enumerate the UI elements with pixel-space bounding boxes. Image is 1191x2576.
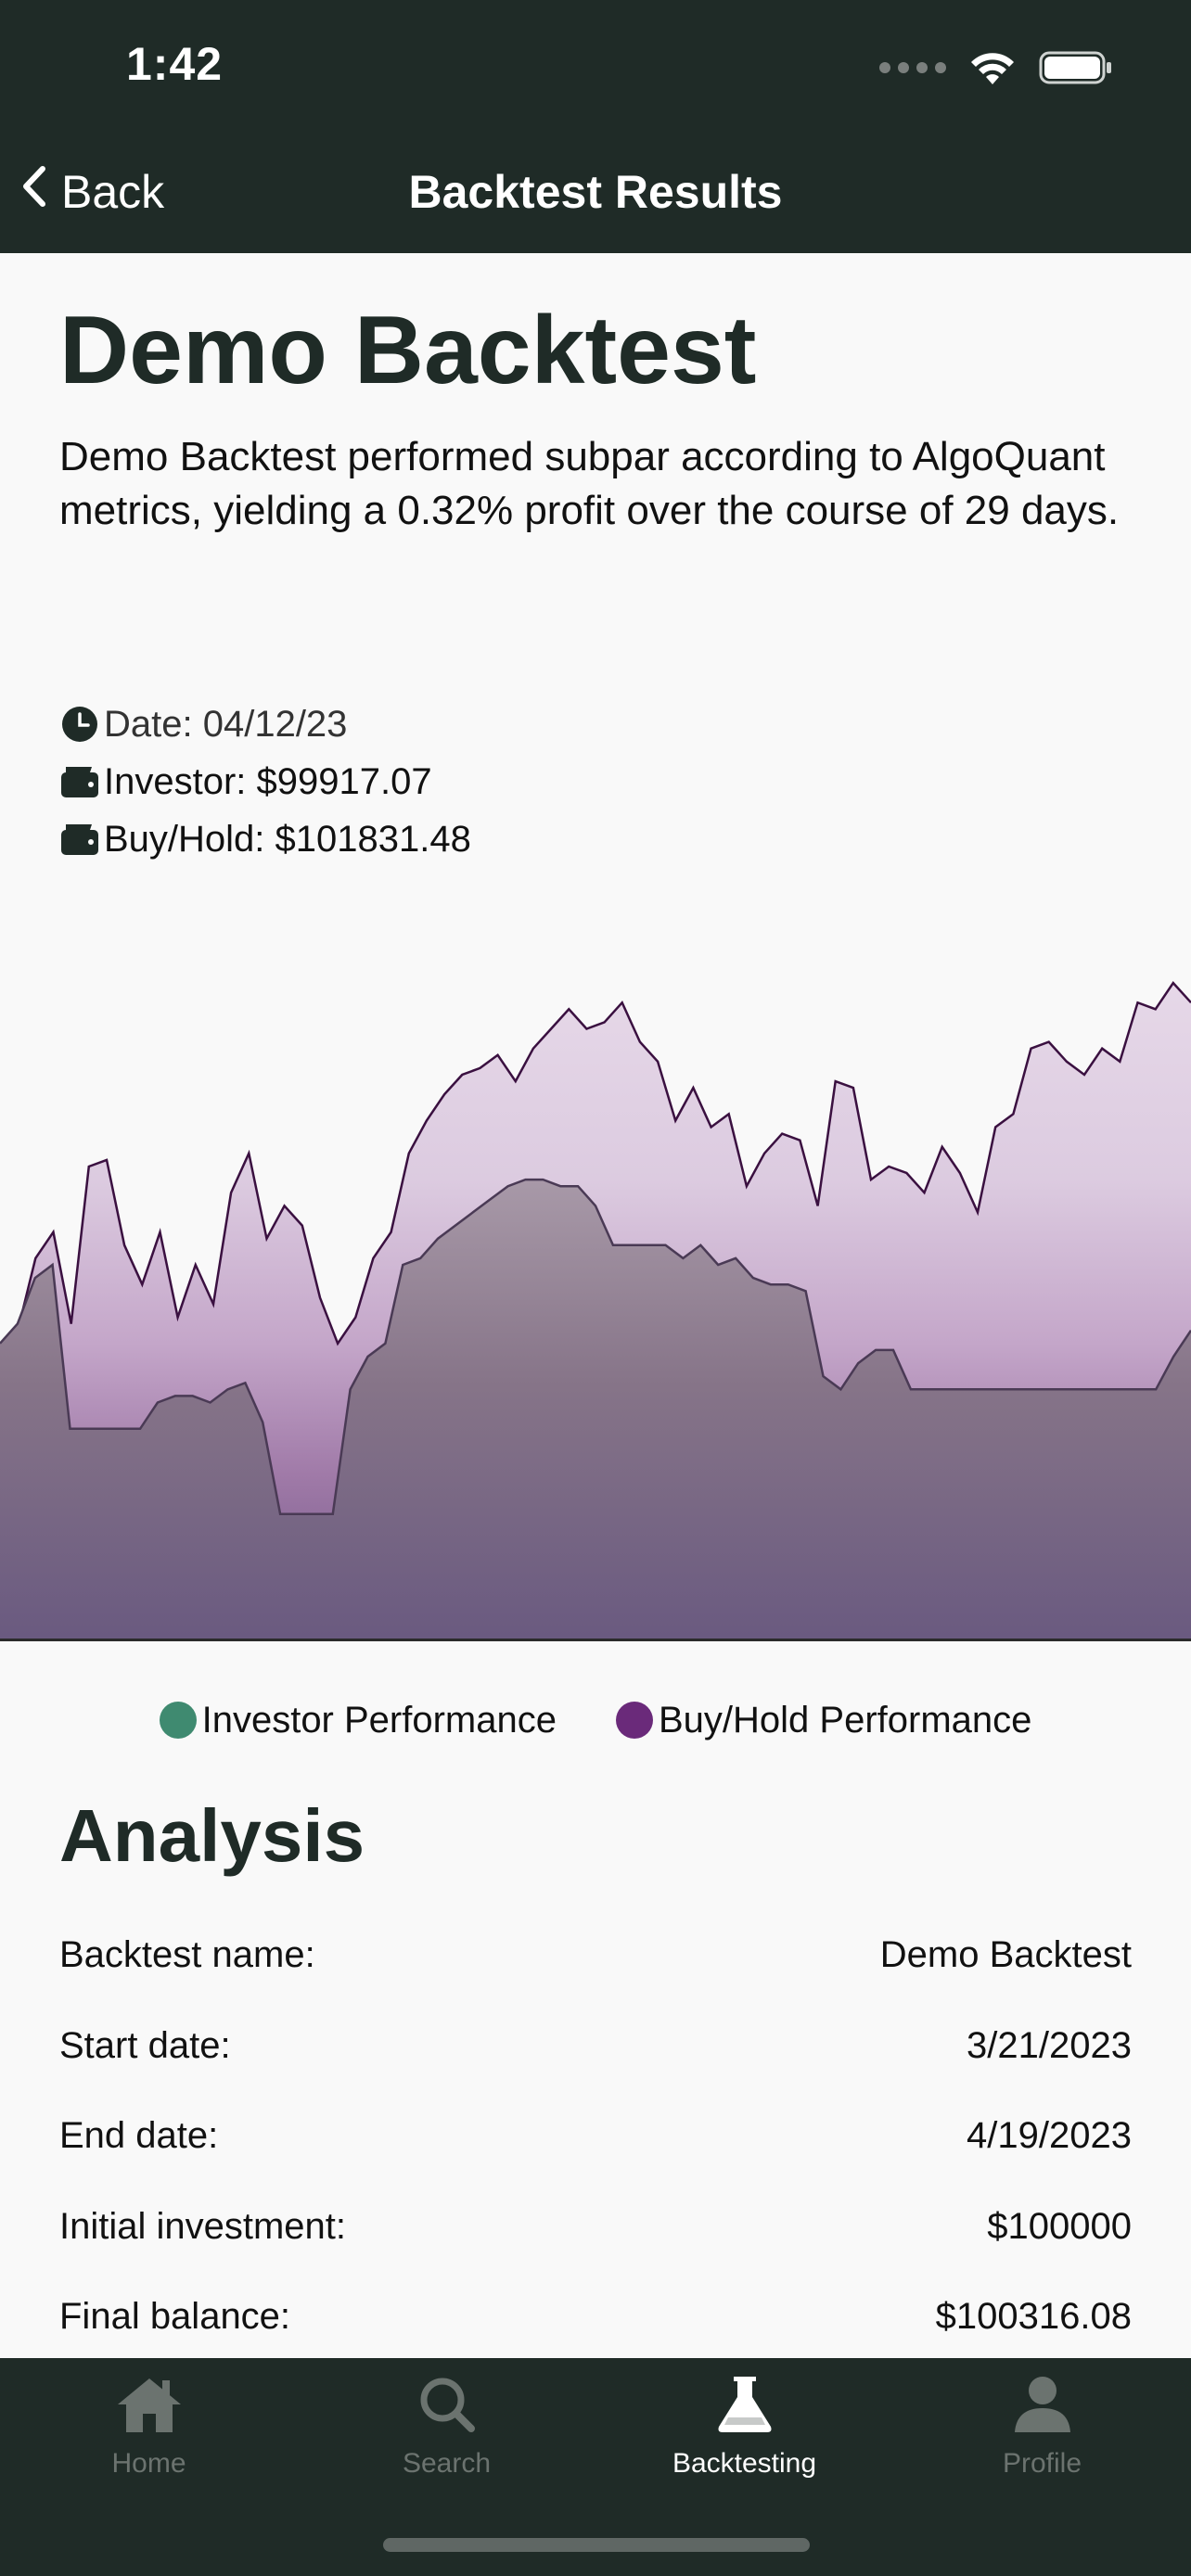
wallet-icon	[59, 761, 100, 802]
meta-buy-hold: Buy/Hold: $101831.48	[59, 810, 471, 868]
tab-bar: Home Search Backtesting Profile	[0, 2358, 1191, 2576]
analysis-row-start-date: Start date: 3/21/2023	[59, 2001, 1132, 2092]
cellular-signal-icon	[879, 62, 946, 73]
wifi-icon	[968, 49, 1017, 86]
analysis-label: Final balance:	[59, 2296, 291, 2338]
analysis-value: 4/19/2023	[967, 2115, 1132, 2157]
analysis-value: Demo Backtest	[879, 1934, 1132, 1976]
person-icon	[1009, 2375, 1076, 2439]
legend-dot-buy-hold	[615, 1702, 653, 1739]
investor-series-line	[0, 1178, 1191, 1515]
backtest-meta: Date: 04/12/23 Investor: $99917.07 Buy/H…	[59, 695, 471, 868]
investor-series-area	[0, 1180, 1191, 1639]
page-title: Demo Backtest	[59, 297, 757, 404]
analysis-label: Start date:	[59, 2024, 231, 2066]
top-bar: 1:42	[0, 0, 1191, 253]
back-label: Back	[61, 166, 165, 218]
home-icon	[116, 2375, 183, 2439]
nav-title: Backtest Results	[408, 166, 783, 218]
flask-icon	[711, 2375, 778, 2439]
backtest-summary: Demo Backtest performed subpar according…	[59, 434, 1120, 533]
status-icons	[879, 45, 1113, 91]
tab-profile[interactable]: Profile	[893, 2358, 1191, 2497]
chart-legend: Investor Performance Buy/Hold Performanc…	[0, 1688, 1191, 1753]
buy-hold-series-line	[0, 980, 1191, 1351]
tab-backtesting[interactable]: Backtesting	[596, 2358, 893, 2497]
chevron-left-icon	[19, 163, 50, 221]
battery-icon	[1039, 49, 1113, 86]
meta-investor: Investor: $99917.07	[59, 753, 471, 810]
analysis-row-final-balance: Final balance: $100316.08	[59, 2272, 1132, 2363]
legend-investor: Investor Performance	[159, 1700, 557, 1741]
tab-search[interactable]: Search	[298, 2358, 596, 2497]
chart-baseline	[0, 1639, 1191, 1641]
analysis-label: Initial investment:	[59, 2205, 347, 2247]
tab-home[interactable]: Home	[0, 2358, 298, 2497]
analysis-title: Analysis	[59, 1794, 365, 1877]
legend-buy-hold: Buy/Hold Performance	[615, 1700, 1031, 1741]
performance-chart-svg	[0, 980, 1191, 1641]
analysis-row-initial-investment: Initial investment: $100000	[59, 2182, 1132, 2273]
analysis-row-name: Backtest name: Demo Backtest	[59, 1910, 1132, 2001]
wallet-icon	[59, 819, 100, 860]
analysis-value: $100316.08	[935, 2296, 1132, 2338]
legend-dot-investor	[159, 1702, 197, 1739]
home-indicator	[383, 2538, 810, 2552]
analysis-row-end-date: End date: 4/19/2023	[59, 2091, 1132, 2182]
search-icon	[414, 2375, 480, 2439]
analysis-label: Backtest name:	[59, 1934, 315, 1976]
analysis-list: Backtest name: Demo Backtest Start date:…	[59, 1910, 1132, 2363]
analysis-label: End date:	[59, 2115, 219, 2157]
status-time: 1:42	[126, 38, 224, 90]
performance-chart	[0, 964, 1191, 1641]
analysis-value: 3/21/2023	[967, 2024, 1132, 2066]
clock-icon	[59, 704, 100, 745]
analysis-value: $100000	[987, 2205, 1132, 2247]
meta-date: Date: 04/12/23	[59, 695, 471, 753]
back-button[interactable]: Back	[19, 159, 164, 224]
